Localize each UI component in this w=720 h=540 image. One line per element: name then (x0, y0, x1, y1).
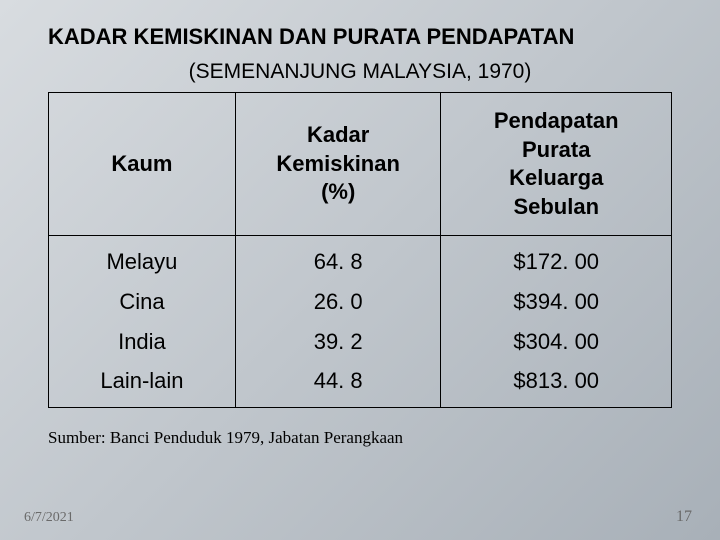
cell-pendapatan: $172. 00 $394. 00 $304. 00 $813. 00 (441, 236, 672, 407)
cell-kaum: Melayu Cina India Lain-lain (49, 236, 236, 407)
slide-title: KADAR KEMISKINAN DAN PURATA PENDAPATAN (48, 24, 672, 50)
footer-date: 6/7/2021 (24, 510, 74, 526)
col-header-kadar: Kadar Kemiskinan (%) (235, 93, 441, 236)
table-row: Melayu Cina India Lain-lain 64. 8 26. 0 … (49, 236, 672, 407)
col-header-kaum: Kaum (49, 93, 236, 236)
source-note: Sumber: Banci Penduduk 1979, Jabatan Per… (48, 428, 672, 448)
slide: KADAR KEMISKINAN DAN PURATA PENDAPATAN (… (0, 0, 720, 540)
page-number: 17 (676, 508, 692, 526)
data-table: Kaum Kadar Kemiskinan (%) Pendapatan Pur… (48, 92, 672, 408)
col-header-pendapatan: Pendapatan Purata Keluarga Sebulan (441, 93, 672, 236)
slide-subtitle: (SEMENANJUNG MALAYSIA, 1970) (48, 60, 672, 84)
cell-kadar: 64. 8 26. 0 39. 2 44. 8 (235, 236, 441, 407)
table-header-row: Kaum Kadar Kemiskinan (%) Pendapatan Pur… (49, 93, 672, 236)
